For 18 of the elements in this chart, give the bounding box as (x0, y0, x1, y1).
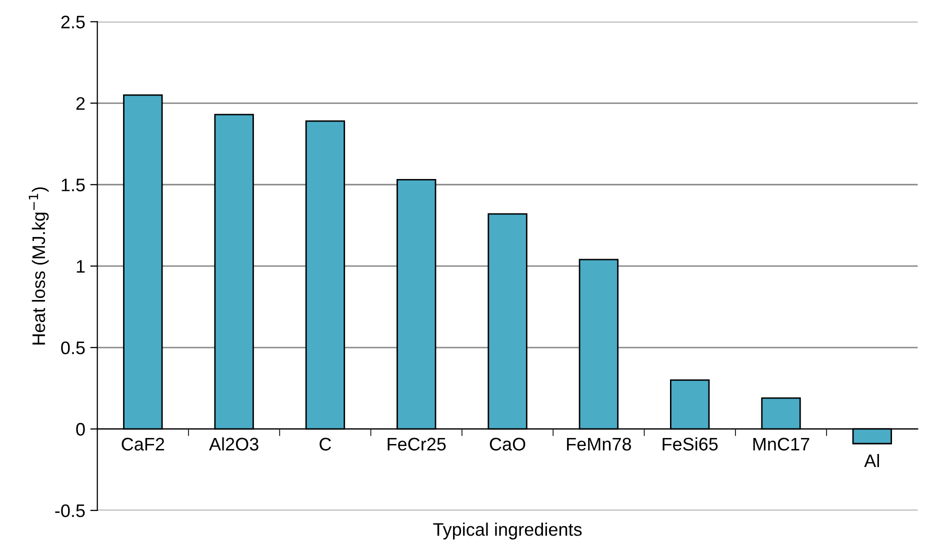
x-tick-label: Al (864, 454, 879, 468)
y-axis-title: Heat loss (MJ.kg$^{−1}$) (28, 187, 49, 344)
y-tick-label: 1.5 (62, 178, 85, 192)
y-tick-label: -0.5 (55, 504, 85, 518)
x-axis-title: Typical ingredients (433, 522, 582, 540)
x-tick-label: CaO (490, 438, 526, 451)
x-tick-label: Al2O3 (209, 437, 258, 451)
y-tick-label: 1 (76, 260, 85, 273)
y-tick-label: 0 (76, 422, 85, 436)
x-tick-label: CaF2 (122, 438, 164, 451)
y-tick-label: 2 (76, 97, 85, 110)
x-tick-label: FeMn78 (567, 438, 632, 451)
y-tick-label: 0.5 (61, 341, 85, 354)
x-tick-label: FeCr25 (388, 438, 446, 451)
y-tick-label: 2.5 (61, 16, 85, 28)
x-tick-label: MnC17 (753, 438, 810, 451)
x-tick-label: C (320, 438, 332, 451)
x-tick-label: FeSi65 (662, 437, 718, 451)
